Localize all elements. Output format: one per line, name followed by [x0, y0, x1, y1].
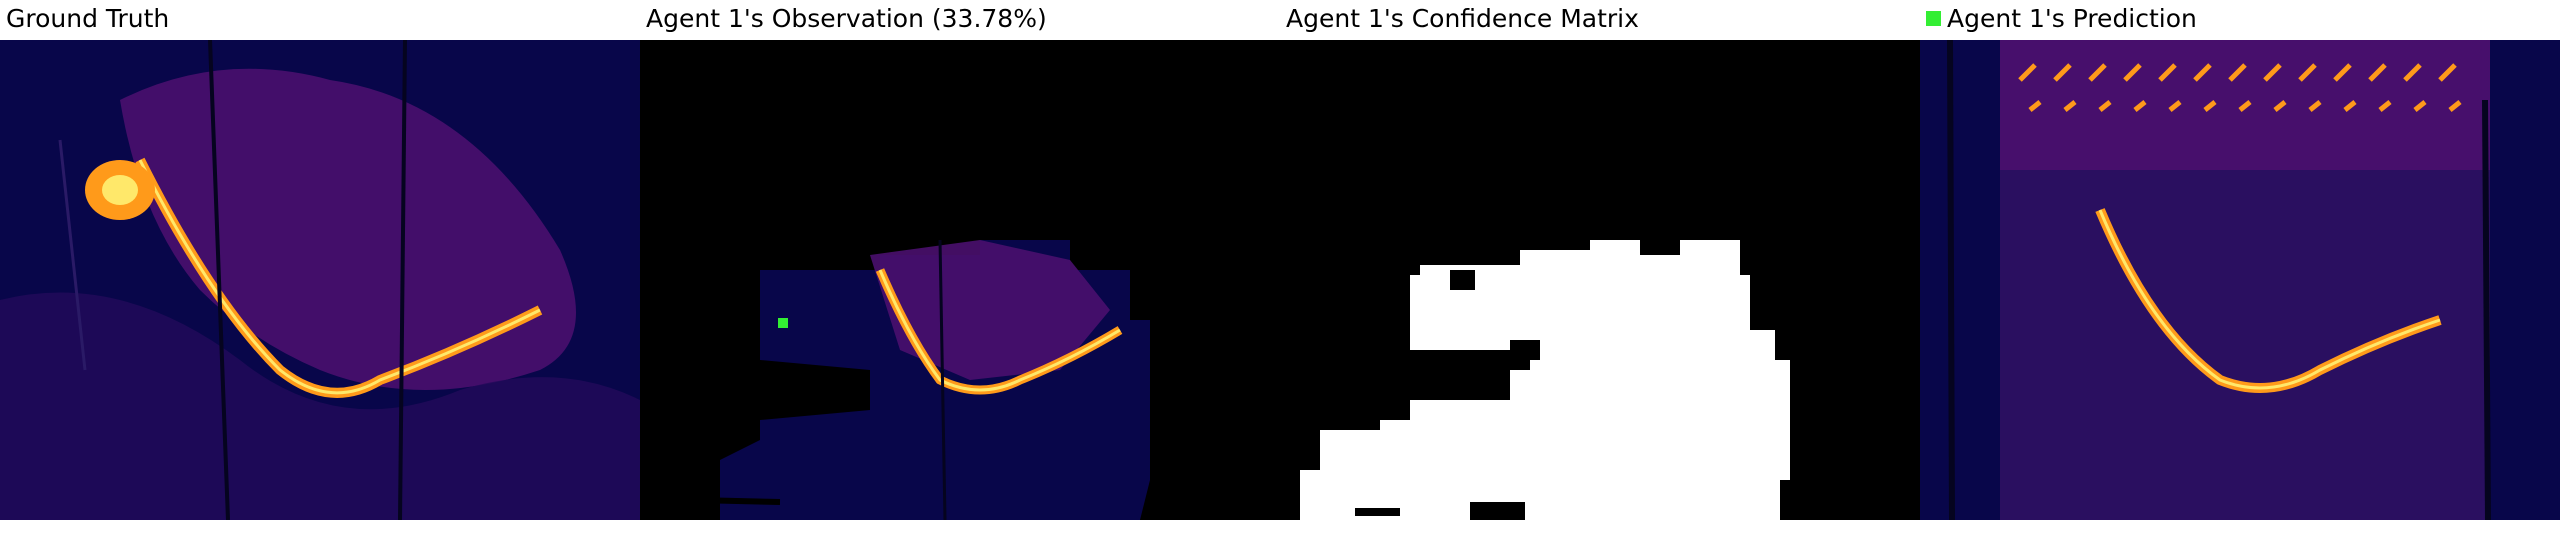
panel-observation: Agent 1's Observation (33.78%)	[640, 0, 1280, 560]
panel-title: Agent 1's Prediction	[1926, 4, 2197, 33]
panel-ground-truth: Ground Truth	[0, 0, 640, 560]
observation-image	[640, 40, 1280, 520]
panel-title: Ground Truth	[6, 4, 170, 33]
panel-title-text: Agent 1's Prediction	[1947, 4, 2197, 33]
panel-prediction: Agent 1's Prediction	[1920, 0, 2560, 560]
confidence-matrix-image	[1280, 40, 1920, 520]
agent-legend-marker	[1926, 11, 1941, 26]
agent-marker	[778, 318, 788, 328]
panel-confidence-matrix: Agent 1's Confidence Matrix	[1280, 0, 1920, 560]
ground-truth-image	[0, 40, 640, 520]
prediction-image	[1920, 40, 2560, 520]
panel-title: Agent 1's Confidence Matrix	[1286, 4, 1639, 33]
panel-title: Agent 1's Observation (33.78%)	[646, 4, 1047, 33]
